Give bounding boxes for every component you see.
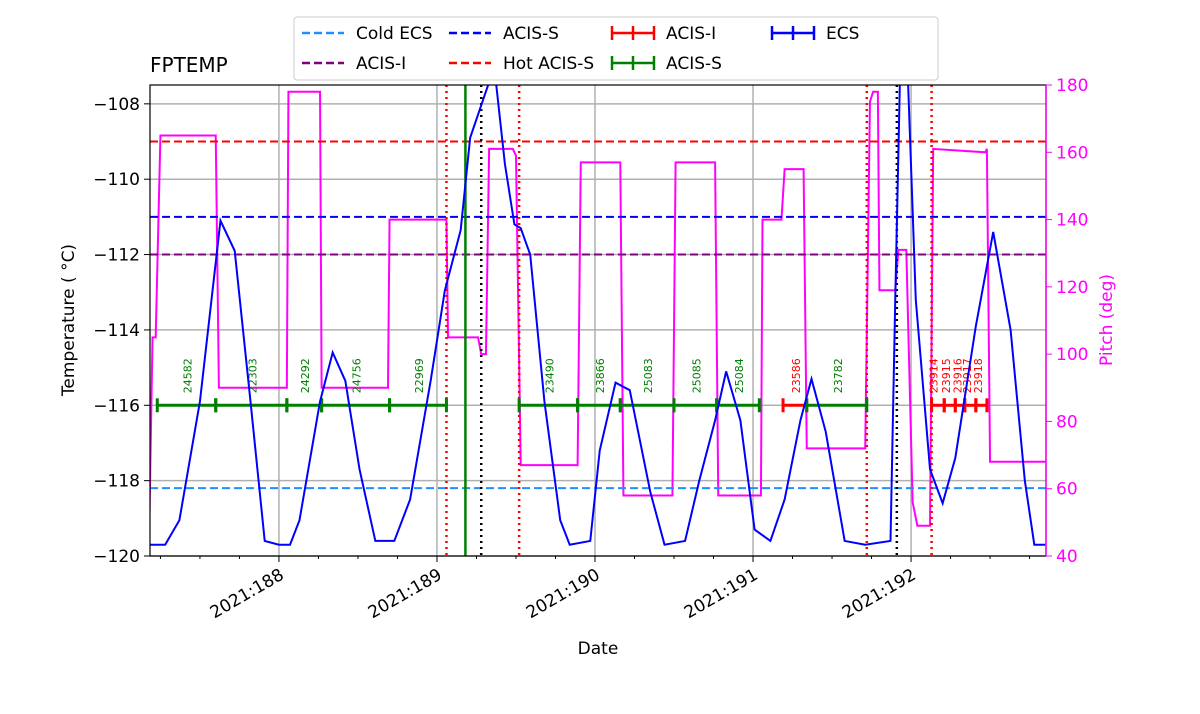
y-tick-label: −118 (93, 472, 140, 492)
x-tick-label: 2021:188 (207, 565, 288, 623)
y-tick-label: −116 (93, 396, 140, 416)
legend-label: ACIS-S (666, 54, 722, 74)
y-tick-label: −114 (93, 321, 140, 341)
obsid-label: 25085 (690, 358, 703, 393)
x-tick-label: 2021:192 (839, 565, 920, 623)
obsid-label: 23866 (594, 358, 607, 393)
x-tick-label: 2021:191 (681, 565, 762, 623)
x-axis-label: Date (578, 639, 619, 659)
legend-label: ACIS-S (503, 24, 559, 44)
y2-tick-label: 180 (1056, 76, 1088, 96)
legend: Cold ECS ACIS-I ACIS-S Hot ACIS-S ACIS-I ACIS… (293, 16, 939, 81)
y2-tick-label: 120 (1056, 278, 1088, 298)
pitch-line (150, 90, 1046, 527)
y2-tick-label: 100 (1056, 345, 1088, 365)
obsid-label: 25084 (733, 358, 746, 393)
y2-tick-label: 140 (1056, 211, 1088, 231)
legend-label: ACIS-I (666, 24, 716, 44)
y-tick-label: −120 (93, 547, 140, 567)
obsid-label: 23918 (972, 358, 985, 393)
y2-tick-label: 160 (1056, 143, 1088, 163)
obsid-label: 25083 (642, 358, 655, 393)
y2-axis-label: Pitch (deg) (1097, 274, 1117, 366)
legend-label: Cold ECS (356, 24, 433, 44)
obsid-label: 24582 (182, 358, 195, 393)
obsid-label: 23916 (951, 358, 964, 393)
obsid-label: 22969 (413, 358, 426, 393)
obsid-label: 23914 (928, 358, 941, 393)
x-tick-label: 2021:189 (365, 565, 446, 623)
obsid-label: 24756 (351, 358, 364, 393)
temperature-line (150, 85, 1046, 546)
obsid-label: 23490 (543, 358, 556, 393)
y-axis-label: Temperature ( °C) (59, 244, 79, 397)
obsid-label: 23915 (940, 358, 953, 393)
y2-tick-label: 40 (1056, 547, 1078, 567)
y2-tick-label: 80 (1056, 412, 1078, 432)
x-tick-label: 2021:190 (523, 565, 604, 623)
obsid-label: 23586 (790, 358, 803, 393)
y-tick-label: −108 (93, 95, 140, 115)
y-tick-label: −112 (93, 246, 140, 266)
y2-tick-label: 60 (1056, 480, 1078, 500)
plot-area: 24582 22303 24292 24756 22969 23490 23866 25083… (150, 85, 1046, 556)
chart-title: FPTEMP (150, 53, 228, 77)
legend-label: ECS (826, 24, 859, 44)
y-tick-label: −110 (93, 170, 140, 190)
legend-label: Hot ACIS-S (503, 54, 594, 74)
legend-label: ACIS-I (356, 54, 406, 74)
obsid-label: 23782 (832, 358, 845, 393)
obsid-label: 24292 (299, 358, 312, 393)
